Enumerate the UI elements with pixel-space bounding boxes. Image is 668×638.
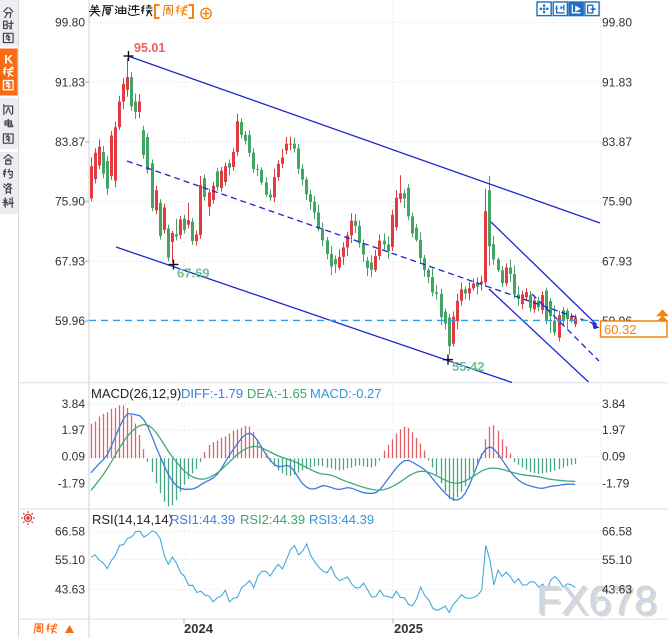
svg-text:95.01: 95.01 — [134, 41, 165, 55]
svg-text:67.93: 67.93 — [602, 254, 632, 268]
svg-text:55.10: 55.10 — [55, 553, 85, 567]
svg-text:43.63: 43.63 — [55, 583, 85, 597]
svg-text:RSI1:44.39: RSI1:44.39 — [170, 512, 235, 527]
svg-text:0.09: 0.09 — [62, 450, 86, 464]
svg-text:FX678: FX678 — [536, 577, 657, 623]
svg-text:67.93: 67.93 — [55, 254, 85, 268]
svg-text:60.32: 60.32 — [604, 322, 637, 337]
svg-text:59.96: 59.96 — [55, 314, 85, 328]
svg-text:75.90: 75.90 — [602, 195, 632, 209]
svg-text:55.10: 55.10 — [602, 553, 632, 567]
svg-text:2024: 2024 — [184, 621, 214, 636]
svg-text:RSI3:44.39: RSI3:44.39 — [309, 512, 374, 527]
svg-text:0.09: 0.09 — [602, 450, 626, 464]
svg-text:DEA:-1.65: DEA:-1.65 — [247, 386, 307, 401]
svg-text:66.58: 66.58 — [55, 525, 85, 539]
svg-text:-1.79: -1.79 — [602, 476, 630, 490]
svg-text:MACD(26,12,9): MACD(26,12,9) — [91, 386, 181, 401]
svg-text:83.87: 83.87 — [602, 135, 632, 149]
svg-text:FX678: FX678 — [538, 579, 659, 625]
svg-text:75.90: 75.90 — [55, 195, 85, 209]
svg-text:K: K — [4, 52, 13, 66]
svg-text:3.84: 3.84 — [602, 397, 626, 411]
svg-text:91.83: 91.83 — [55, 75, 85, 89]
svg-text:2025: 2025 — [394, 621, 423, 636]
svg-text:67.69: 67.69 — [177, 266, 210, 281]
svg-text:43.63: 43.63 — [602, 583, 632, 597]
svg-text:66.58: 66.58 — [602, 525, 632, 539]
svg-text:55.42: 55.42 — [452, 359, 485, 374]
svg-text:MACD:-0.27: MACD:-0.27 — [310, 386, 382, 401]
svg-text:1.97: 1.97 — [62, 423, 86, 437]
svg-text:99.80: 99.80 — [602, 16, 632, 30]
svg-text:91.83: 91.83 — [602, 75, 632, 89]
svg-text:DIFF:-1.79: DIFF:-1.79 — [181, 386, 243, 401]
svg-text:RSI(14,14,14): RSI(14,14,14) — [92, 512, 173, 527]
svg-text:99.80: 99.80 — [55, 16, 85, 30]
svg-text:RSI2:44.39: RSI2:44.39 — [240, 512, 305, 527]
svg-text:83.87: 83.87 — [55, 135, 85, 149]
svg-text:-1.79: -1.79 — [58, 476, 86, 490]
svg-text:1.97: 1.97 — [602, 423, 626, 437]
svg-text:3.84: 3.84 — [62, 397, 86, 411]
